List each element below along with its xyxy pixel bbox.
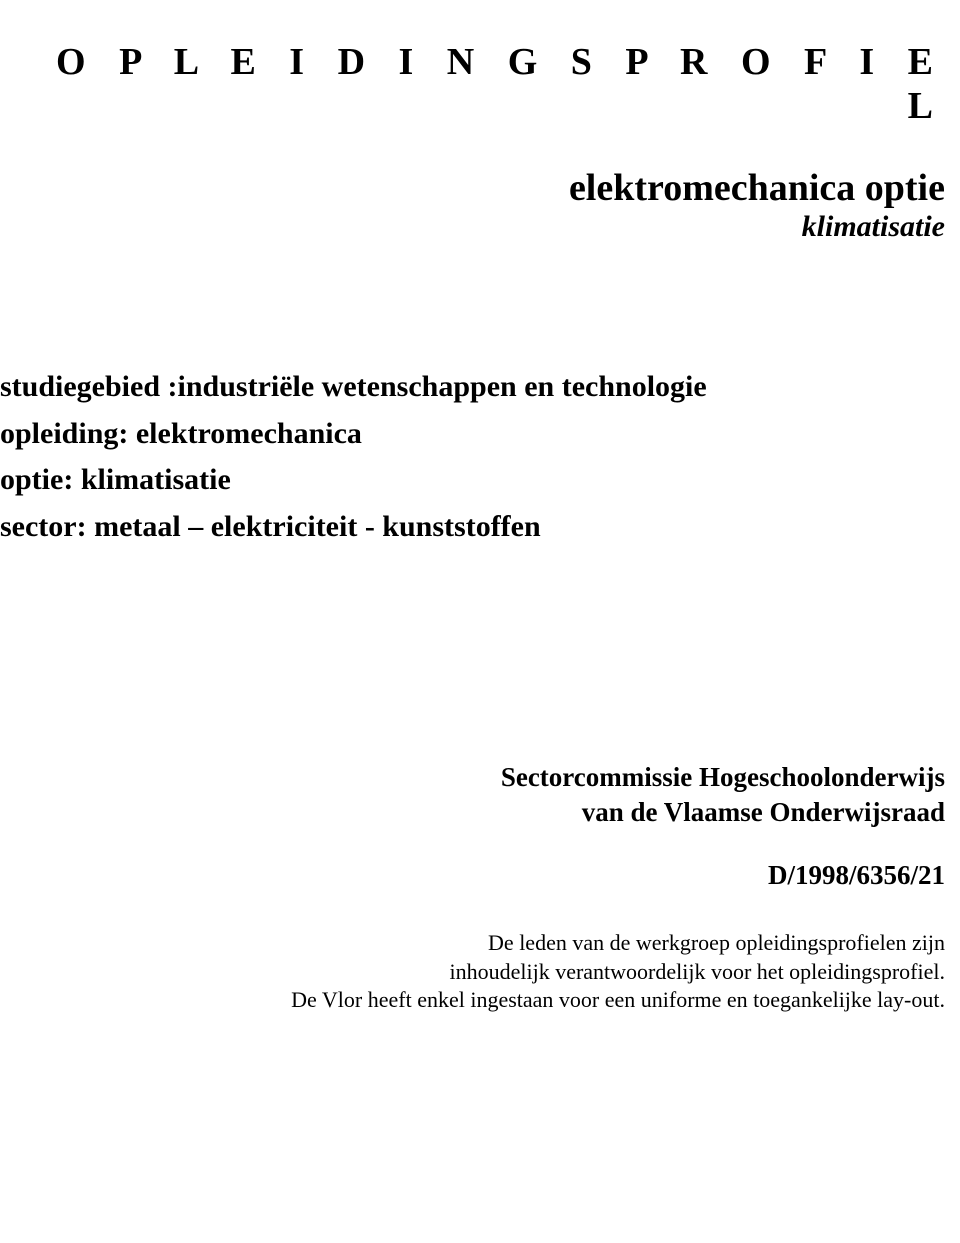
field-studiegebied: studiegebied : industriële wetenschappen… [0, 364, 950, 411]
footer-line2: inhoudelijk verantwoordelijk voor het op… [0, 958, 945, 987]
subtitle-sub: klimatisatie [0, 210, 945, 244]
field-value: : klimatisatie [63, 457, 230, 504]
footer-text: De leden van de werkgroep opleidingsprof… [0, 929, 950, 1015]
field-value: industriële wetenschappen en technologie [178, 364, 707, 411]
field-sector: sector : metaal – elektriciteit - kunsts… [0, 504, 950, 551]
committee-block: Sectorcommissie Hogeschoolonderwijs van … [0, 760, 950, 830]
field-opleiding: opleiding : elektromechanica [0, 411, 950, 458]
field-optie: optie : klimatisatie [0, 457, 950, 504]
footer-line3: De Vlor heeft enkel ingestaan voor een u… [0, 986, 945, 1015]
footer-line1: De leden van de werkgroep opleidingsprof… [0, 929, 945, 958]
committee-line2: van de Vlaamse Onderwijsraad [0, 795, 945, 830]
field-label: optie [0, 457, 63, 504]
main-title: O P L E I D I N G S P R O F I E L [0, 40, 950, 128]
field-value: : elektromechanica [118, 411, 362, 458]
subtitle-main: elektromechanica optie [0, 166, 945, 210]
committee-line1: Sectorcommissie Hogeschoolonderwijs [0, 760, 945, 795]
fields-block: studiegebied : industriële wetenschappen… [0, 364, 950, 550]
field-value: : metaal – elektriciteit - kunststoffen [77, 504, 541, 551]
field-label: studiegebied : [0, 364, 178, 411]
document-number: D/1998/6356/21 [0, 860, 950, 891]
field-label: opleiding [0, 411, 118, 458]
subtitle-block: elektromechanica optie klimatisatie [0, 166, 950, 244]
field-label: sector [0, 504, 77, 551]
